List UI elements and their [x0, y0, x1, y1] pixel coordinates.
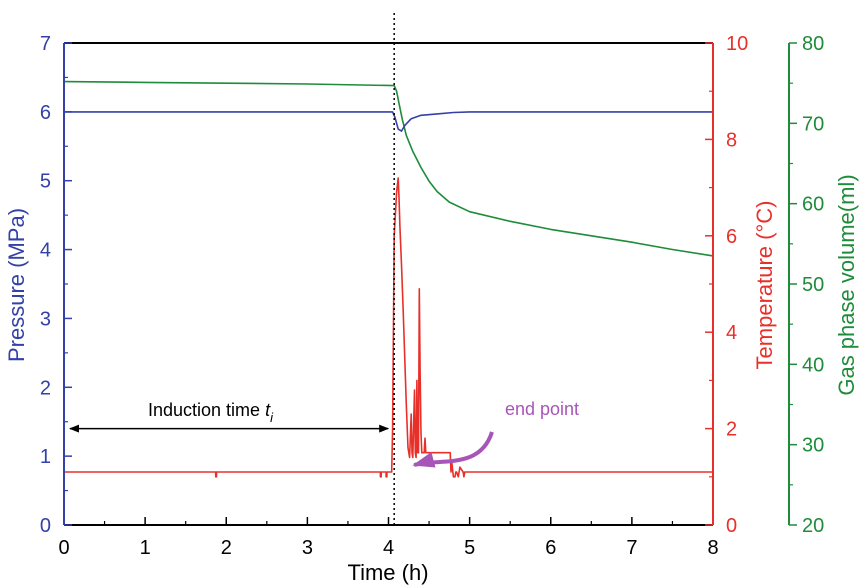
x-tick-label: 7 — [626, 537, 637, 559]
gas_volume-tick-label: 40 — [802, 354, 824, 376]
gas_volume-tick-label: 80 — [802, 33, 824, 55]
x-axis: 0 1 2 3 4 5 6 7 8 — [58, 517, 718, 559]
x-tick-label: 8 — [707, 537, 718, 559]
x-tick-label: 2 — [221, 537, 232, 559]
temperature-axis-title: Temperature (°C) — [752, 201, 777, 370]
pressure-tick-label: 6 — [40, 102, 51, 124]
gas-volume-axis-title: Gas phase volume(ml) — [834, 174, 859, 395]
pressure-axis: 0 1 2 3 4 5 6 7 — [40, 33, 72, 537]
induction-time-label: Induction time ti — [148, 400, 274, 425]
temperature-tick-label: 2 — [726, 419, 737, 441]
gas_volume-series-line — [64, 82, 713, 256]
gas_volume-tick-label: 20 — [802, 515, 824, 537]
gas_volume-tick-label: 60 — [802, 194, 824, 216]
temperature-tick-label: 8 — [726, 129, 737, 151]
induction-time-subscript: i — [270, 410, 274, 425]
x-tick-label: 0 — [58, 537, 69, 559]
pressure-tick-label: 7 — [40, 33, 51, 55]
x-tick-label: 4 — [383, 537, 394, 559]
gas-volume-axis: 20 30 40 50 60 70 80 — [789, 33, 824, 537]
temperature-axis: 0 2 4 6 8 10 — [705, 33, 748, 537]
x-tick-label: 5 — [464, 537, 475, 559]
temperature-tick-label: 4 — [726, 322, 737, 344]
temperature-series-line — [64, 178, 713, 477]
temperature-tick-label: 0 — [726, 515, 737, 537]
pressure-tick-label: 0 — [40, 515, 51, 537]
pressure-tick-label: 3 — [40, 308, 51, 330]
pressure-tick-label: 1 — [40, 446, 51, 468]
gas_volume-tick-label: 70 — [802, 113, 824, 135]
x-axis-title: Time (h) — [347, 560, 428, 585]
end-point-label: end point — [505, 399, 579, 419]
x-tick-label: 3 — [302, 537, 313, 559]
pressure-series-line — [64, 112, 713, 131]
induction-time-text: Induction time — [148, 400, 265, 420]
temperature-tick-label: 6 — [726, 226, 737, 248]
pressure-tick-label: 4 — [40, 240, 51, 262]
pressure-tick-label: 2 — [40, 377, 51, 399]
pressure-tick-label: 5 — [40, 171, 51, 193]
pressure-axis-title: Pressure (MPa) — [4, 208, 29, 362]
temperature-tick-label: 10 — [726, 33, 748, 55]
gas_volume-tick-label: 30 — [802, 435, 824, 457]
x-tick-label: 1 — [140, 537, 151, 559]
x-tick-label: 6 — [545, 537, 556, 559]
gas_volume-tick-label: 50 — [802, 274, 824, 296]
